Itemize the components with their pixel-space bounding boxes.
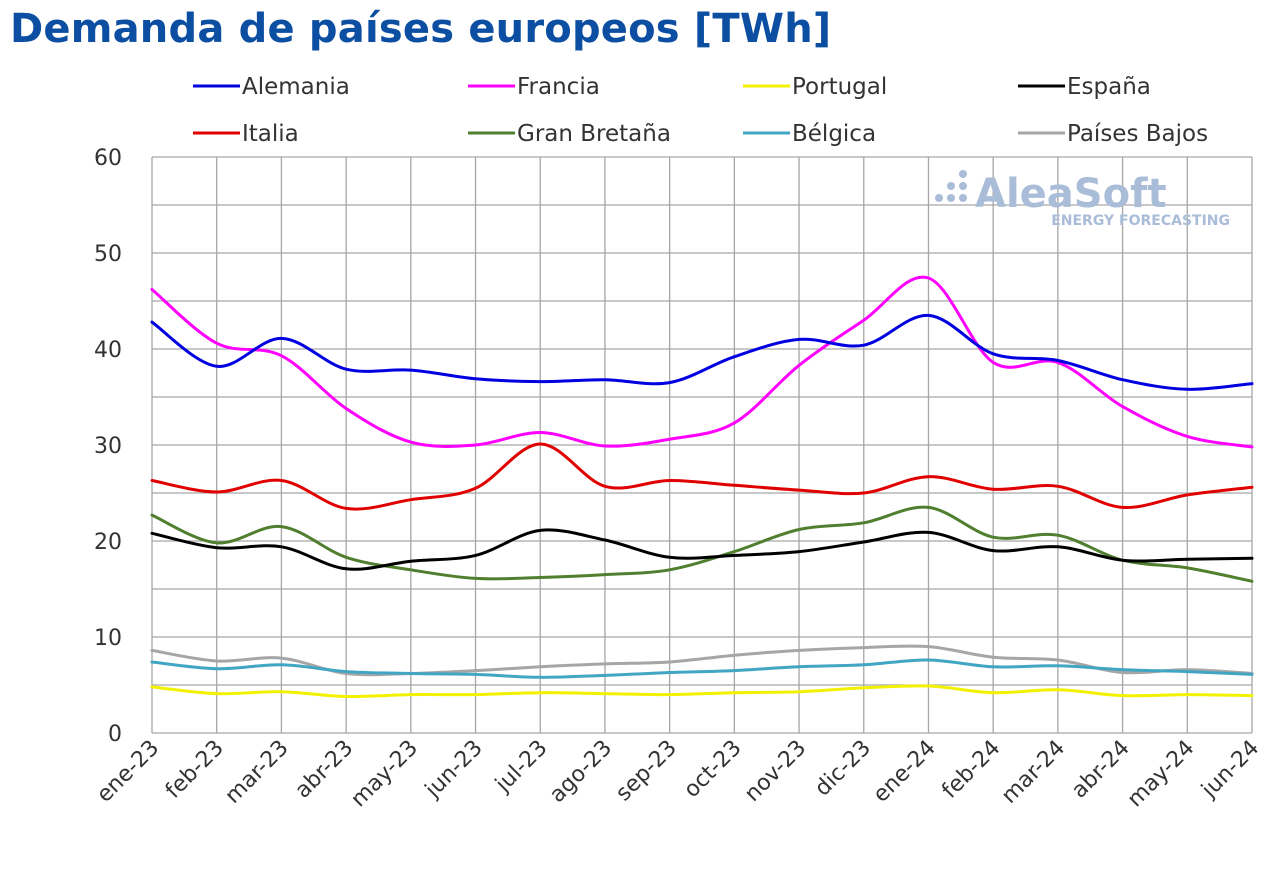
series-line-gran-bretana bbox=[150, 505, 1254, 583]
x-tick-label: dic-23 bbox=[810, 736, 876, 802]
y-tick-label: 40 bbox=[94, 338, 122, 363]
legend-label-gran-bretana: Gran Bretaña bbox=[517, 121, 671, 147]
x-tick-label: ene-23 bbox=[92, 736, 164, 808]
x-tick-label: jun-24 bbox=[1196, 736, 1264, 804]
x-tick-label: may-24 bbox=[1123, 736, 1200, 813]
watermark-brand: AleaSoft bbox=[975, 171, 1167, 217]
series-line-italia bbox=[150, 442, 1254, 511]
x-tick-label: ago-23 bbox=[545, 736, 617, 808]
x-tick-label: feb-23 bbox=[161, 736, 229, 804]
legend-label-belgica: Bélgica bbox=[792, 121, 876, 147]
aleasoft-logo-icon bbox=[935, 170, 967, 202]
chart-title: Demanda de países europeos [TWh] bbox=[10, 6, 832, 52]
x-tick-label: mar-24 bbox=[997, 736, 1070, 809]
legend-label-italia: Italia bbox=[242, 121, 299, 147]
x-tick-label: oct-23 bbox=[679, 736, 746, 803]
x-tick-label: mar-23 bbox=[220, 736, 293, 809]
legend-label-paises-bajos: Países Bajos bbox=[1067, 121, 1208, 147]
y-tick-label: 30 bbox=[94, 434, 122, 459]
axes: 0102030405060ene-23feb-23mar-23abr-23may… bbox=[92, 146, 1264, 812]
x-tick-label: may-23 bbox=[346, 736, 423, 813]
y-tick-label: 0 bbox=[108, 722, 122, 747]
legend-label-alemania: Alemania bbox=[242, 74, 350, 100]
x-tick-label: ene-24 bbox=[869, 736, 941, 808]
series-lines bbox=[150, 275, 1254, 699]
legend: Alemania Francia Portugal España Italia Gran … bbox=[193, 74, 1208, 147]
series-line-espana bbox=[150, 528, 1254, 571]
series-line-alemania bbox=[150, 313, 1254, 391]
series-line-francia bbox=[150, 275, 1254, 449]
y-tick-label: 20 bbox=[94, 530, 122, 555]
x-tick-label: jun-23 bbox=[420, 736, 488, 804]
x-tick-label: nov-23 bbox=[740, 736, 811, 807]
y-tick-label: 10 bbox=[94, 626, 122, 651]
series-line-belgica bbox=[150, 658, 1254, 679]
x-tick-label: jul-23 bbox=[490, 736, 552, 798]
x-tick-label: sep-23 bbox=[611, 736, 682, 807]
y-tick-label: 60 bbox=[94, 146, 122, 171]
aleasoft-watermark: AleaSoft ENERGY FORECASTING bbox=[935, 170, 1230, 229]
y-tick-label: 50 bbox=[94, 242, 122, 267]
legend-label-portugal: Portugal bbox=[792, 74, 887, 100]
watermark-tagline: ENERGY FORECASTING bbox=[1051, 213, 1230, 229]
x-tick-label: feb-24 bbox=[937, 736, 1005, 804]
series-line-portugal bbox=[150, 684, 1254, 699]
legend-label-espana: España bbox=[1067, 74, 1151, 100]
grid bbox=[151, 156, 1253, 734]
legend-label-francia: Francia bbox=[517, 74, 600, 100]
